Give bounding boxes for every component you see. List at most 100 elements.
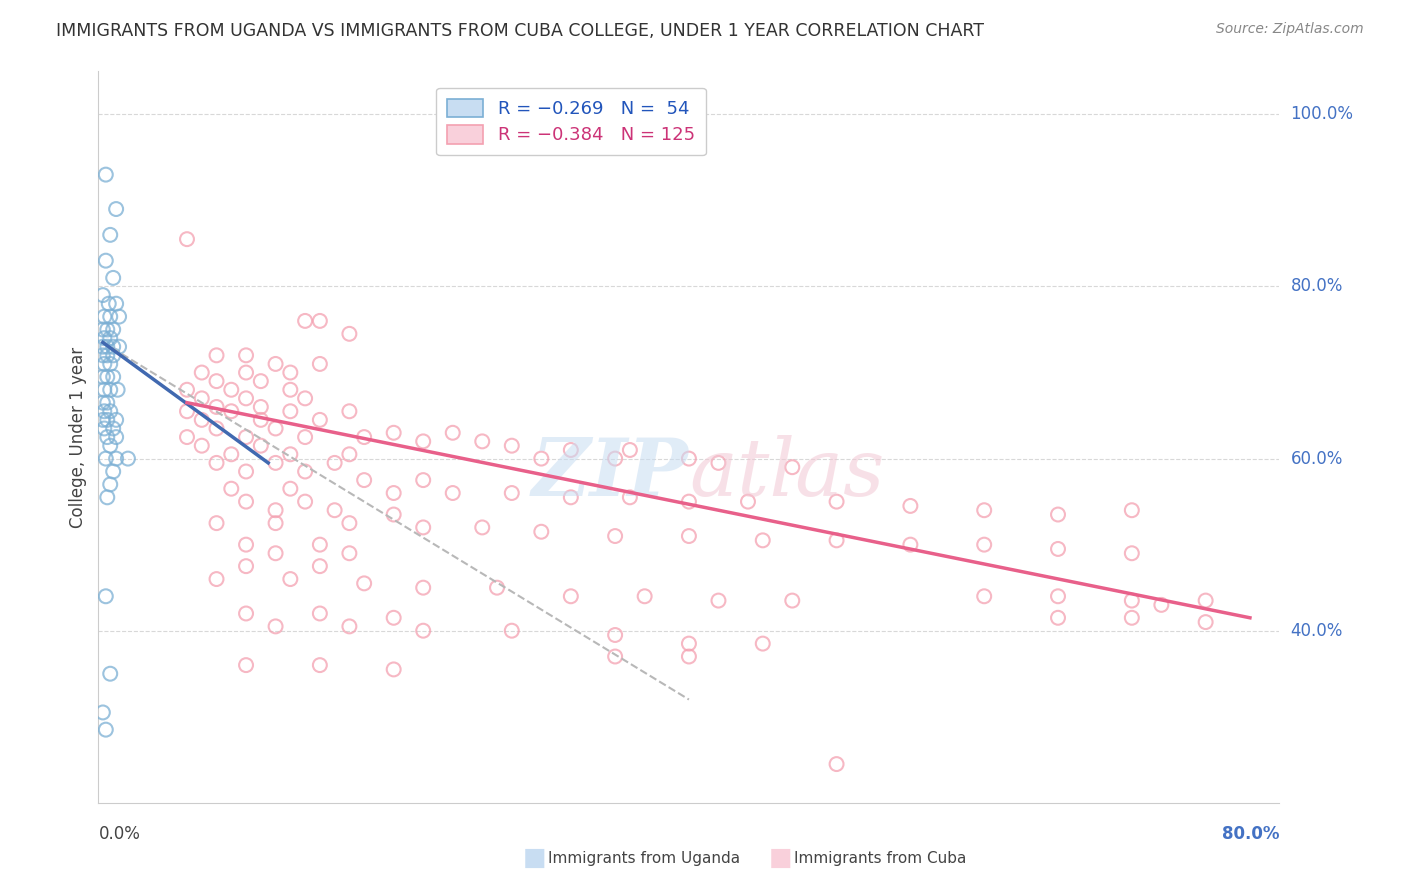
Point	[278, 482, 302, 496]
Point	[235, 392, 257, 406]
Point	[264, 421, 287, 435]
Point	[103, 421, 125, 435]
Point	[219, 404, 242, 418]
Point	[751, 533, 773, 548]
Point	[191, 413, 214, 427]
Point	[471, 520, 494, 534]
Point	[530, 524, 553, 539]
Point	[91, 395, 114, 409]
Point	[205, 374, 228, 388]
Point	[105, 202, 128, 216]
Text: ZIP: ZIP	[531, 435, 689, 512]
Point	[96, 491, 118, 505]
Text: ■: ■	[769, 847, 792, 870]
Point	[98, 227, 121, 242]
Point	[264, 516, 287, 530]
Point	[294, 465, 316, 479]
Point	[96, 348, 118, 362]
Point	[91, 413, 114, 427]
Point	[98, 439, 121, 453]
Point	[235, 465, 257, 479]
Point	[250, 400, 273, 414]
Point	[323, 503, 346, 517]
Point	[1121, 611, 1143, 625]
Point	[103, 271, 125, 285]
Point	[1150, 598, 1173, 612]
Point	[96, 340, 118, 354]
Point	[191, 439, 214, 453]
Point	[191, 392, 214, 406]
Point	[205, 348, 228, 362]
Point	[219, 383, 242, 397]
Point	[382, 486, 405, 500]
Point	[98, 404, 121, 418]
Text: IMMIGRANTS FROM UGANDA VS IMMIGRANTS FROM CUBA COLLEGE, UNDER 1 YEAR CORRELATION: IMMIGRANTS FROM UGANDA VS IMMIGRANTS FRO…	[56, 22, 984, 40]
Point	[605, 451, 627, 466]
Point	[235, 366, 257, 380]
Point	[94, 589, 117, 603]
Point	[91, 348, 114, 362]
Point	[103, 322, 125, 336]
Point	[825, 533, 848, 548]
Point	[103, 340, 125, 354]
Point	[93, 357, 115, 371]
Point	[486, 581, 509, 595]
Point	[105, 296, 128, 310]
Text: ■: ■	[523, 847, 546, 870]
Point	[323, 456, 346, 470]
Point	[219, 447, 242, 461]
Point	[309, 607, 332, 621]
Point	[1195, 615, 1218, 629]
Point	[309, 413, 332, 427]
Point	[309, 559, 332, 574]
Point	[93, 421, 115, 435]
Point	[250, 439, 273, 453]
Point	[91, 322, 114, 336]
Point	[278, 572, 302, 586]
Point	[412, 520, 434, 534]
Point	[103, 369, 125, 384]
Point	[219, 482, 242, 496]
Point	[441, 425, 464, 440]
Point	[1121, 593, 1143, 607]
Point	[235, 494, 257, 508]
Point	[176, 404, 198, 418]
Point	[107, 383, 129, 397]
Point	[94, 168, 117, 182]
Point	[294, 392, 316, 406]
Point	[309, 314, 332, 328]
Point	[1046, 611, 1069, 625]
Point	[93, 310, 115, 324]
Point	[605, 649, 627, 664]
Point	[309, 538, 332, 552]
Point	[98, 331, 121, 345]
Point	[294, 494, 316, 508]
Point	[619, 442, 641, 457]
Point	[309, 658, 332, 673]
Text: 100.0%: 100.0%	[1291, 105, 1354, 123]
Point	[98, 357, 121, 371]
Point	[560, 589, 582, 603]
Point	[176, 232, 198, 246]
Text: 60.0%: 60.0%	[1291, 450, 1343, 467]
Point	[1121, 503, 1143, 517]
Point	[205, 516, 228, 530]
Text: 80.0%: 80.0%	[1291, 277, 1343, 295]
Point	[96, 322, 118, 336]
Point	[412, 473, 434, 487]
Point	[353, 473, 375, 487]
Text: Source: ZipAtlas.com: Source: ZipAtlas.com	[1216, 22, 1364, 37]
Point	[96, 369, 118, 384]
Point	[91, 706, 114, 720]
Point	[605, 628, 627, 642]
Point	[1046, 589, 1069, 603]
Point	[337, 546, 360, 560]
Point	[91, 340, 114, 354]
Point	[294, 314, 316, 328]
Point	[103, 348, 125, 362]
Point	[900, 499, 922, 513]
Text: 80.0%: 80.0%	[1222, 825, 1279, 843]
Point	[176, 383, 198, 397]
Point	[737, 494, 759, 508]
Point	[96, 413, 118, 427]
